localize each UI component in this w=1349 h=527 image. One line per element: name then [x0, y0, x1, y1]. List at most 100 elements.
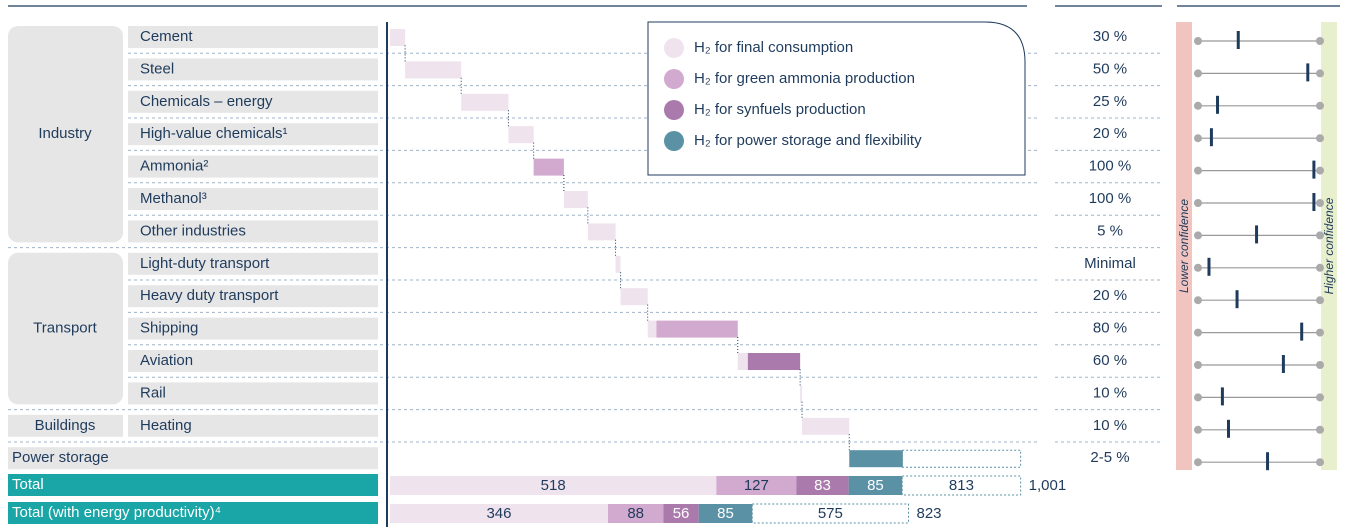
category-label: Other industries — [140, 222, 246, 239]
bar-segment — [620, 288, 648, 306]
category-box — [128, 414, 378, 437]
confidence-dot — [1316, 199, 1324, 207]
category-box — [128, 155, 378, 178]
confidence-dot — [1316, 328, 1324, 337]
share-label: 100 % — [1089, 158, 1132, 175]
total-segment — [848, 476, 903, 495]
legend-swatch — [664, 100, 684, 120]
category-box — [128, 90, 378, 113]
category-label: Light-duty transport — [140, 255, 270, 272]
total-box — [8, 502, 378, 524]
range-outline — [901, 475, 1022, 496]
confidence-dot — [1316, 231, 1324, 240]
confidence-dot — [1316, 458, 1324, 467]
total-segment — [390, 504, 608, 523]
total-high-label: 1,001 — [1029, 477, 1067, 494]
share-label: 20 % — [1093, 287, 1127, 304]
bar-segment — [647, 320, 657, 338]
high-confidence-band — [1321, 22, 1337, 470]
share-label: 100 % — [1089, 190, 1132, 207]
total-segment — [698, 504, 753, 523]
total-sum-label: 813 — [949, 477, 974, 494]
confidence-dot — [1194, 69, 1202, 78]
category-box — [128, 123, 378, 146]
total-sum-label: 575 — [818, 505, 843, 522]
legend-box — [647, 21, 1026, 176]
category-label: Heavy duty transport — [140, 287, 279, 304]
bar-segment — [800, 385, 803, 403]
category-box — [128, 252, 378, 275]
share-label: 30 % — [1093, 28, 1127, 45]
bar-segment — [390, 29, 406, 46]
confidence-dot — [1194, 328, 1202, 337]
total-value-label: 85 — [867, 477, 884, 494]
category-box — [128, 350, 378, 372]
share-label: 20 % — [1093, 125, 1127, 142]
legend-label: H₂ for final consumption — [694, 39, 853, 56]
category-label: Steel — [140, 60, 174, 77]
confidence-dot — [1194, 393, 1202, 402]
bar-segment — [747, 353, 801, 370]
share-label: 10 % — [1093, 384, 1127, 401]
total-segment — [607, 504, 664, 523]
total-value-label: 346 — [486, 505, 511, 522]
total-label: Total (with energy productivity)⁴ — [12, 504, 221, 521]
category-label: Chemicals – energy — [140, 93, 273, 110]
legend-label: H₂ for synfuels production — [694, 101, 866, 118]
share-label: 60 % — [1093, 352, 1127, 369]
group-label: Buildings — [35, 417, 96, 434]
category-label: Ammonia² — [140, 158, 208, 175]
share-label: 5 % — [1097, 222, 1123, 239]
confidence-dot — [1194, 231, 1202, 240]
group-box — [8, 252, 123, 405]
category-label: Cement — [140, 28, 193, 45]
category-label: Rail — [140, 384, 166, 401]
bar-segment — [737, 353, 748, 370]
confidence-dot — [1316, 166, 1324, 175]
group-label: Industry — [38, 125, 92, 142]
total-value-label: 83 — [814, 477, 831, 494]
total-value-label: 56 — [673, 505, 690, 522]
bar-segment — [615, 255, 621, 273]
group-box — [8, 447, 378, 470]
confidence-dot — [1316, 393, 1324, 402]
confidence-dot — [1194, 37, 1202, 45]
share-label: Minimal — [1084, 255, 1136, 272]
total-value-label: 518 — [541, 477, 566, 494]
category-box — [128, 188, 378, 210]
confidence-dot — [1316, 425, 1324, 434]
share-label: 25 % — [1093, 93, 1127, 110]
category-label: Shipping — [140, 320, 198, 337]
bar-segment — [533, 158, 564, 176]
total-segment — [796, 476, 849, 495]
category-box — [128, 26, 378, 48]
group-label: Power storage — [12, 449, 109, 466]
legend-swatch — [664, 38, 684, 58]
share-label: 80 % — [1093, 320, 1127, 337]
bar-segment — [405, 61, 462, 79]
category-box — [128, 220, 378, 243]
total-segment — [663, 504, 699, 523]
confidence-dot — [1194, 425, 1202, 434]
backdrop — [8, 26, 1160, 470]
total-value-label: 85 — [717, 505, 734, 522]
low-confidence-band — [1176, 22, 1192, 470]
confidence-dot — [1194, 101, 1202, 110]
share-label: 2-5 % — [1090, 449, 1129, 466]
confidence-dot — [1316, 69, 1324, 78]
legend-label: H₂ for green ammonia production — [694, 70, 915, 87]
legend-swatch — [664, 69, 684, 89]
share-label: 50 % — [1093, 60, 1127, 77]
confidence-dot — [1316, 101, 1324, 110]
bar-segment — [508, 126, 534, 144]
category-label: Heating — [140, 417, 192, 434]
bar-segment — [656, 320, 738, 338]
category-box — [128, 58, 378, 81]
bar-segment — [802, 417, 850, 435]
confidence-dot — [1194, 134, 1202, 143]
confidence-dot — [1316, 134, 1324, 143]
range-outline — [901, 449, 1022, 468]
bar-segment — [849, 450, 903, 468]
category-label: High-value chemicals¹ — [140, 125, 288, 142]
